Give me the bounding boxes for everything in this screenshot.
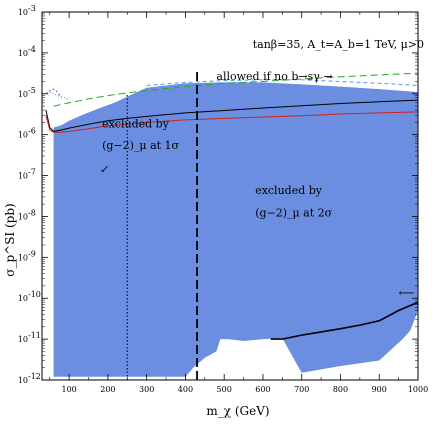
excluded-region-0: [53, 82, 418, 377]
x-tick-label-8: 900: [372, 385, 387, 394]
x-axis-title: m_χ (GeV): [206, 404, 269, 418]
y-tick-label-exp-0: -12: [28, 372, 41, 381]
annotation-1: excluded by: [102, 118, 170, 131]
regions-layer: [53, 82, 418, 377]
y-tick-label-1: 10: [18, 335, 28, 344]
y-tick-label-exp-1: -11: [28, 331, 41, 340]
y-tick-label-exp-3: -9: [28, 249, 36, 258]
curve-4: [45, 88, 62, 98]
x-tick-label-5: 600: [255, 385, 270, 394]
x-tick-label-3: 400: [178, 385, 193, 394]
chart-title: tanβ=35, A_t=A_b=1 TeV, μ>0: [253, 38, 424, 51]
y-tick-label-7: 10: [18, 90, 28, 99]
curve-3: [146, 79, 418, 86]
x-tick-label-6: 700: [294, 385, 309, 394]
x-tick-label-2: 300: [139, 385, 154, 394]
annotation-6: ⟵: [399, 287, 415, 300]
annotation-3: ↙: [100, 162, 109, 175]
y-tick-label-exp-4: -8: [28, 208, 36, 217]
curves-layer: [45, 72, 418, 340]
curve-5: [49, 91, 70, 101]
ticks-layer: [42, 11, 419, 381]
vertical-lines-layer: [126, 69, 198, 380]
y-tick-label-6: 10: [18, 131, 28, 140]
y-tick-label-exp-6: -6: [28, 127, 36, 136]
x-tick-label-7: 800: [333, 385, 348, 394]
x-tick-label-4: 500: [217, 385, 232, 394]
y-tick-label-3: 10: [18, 253, 28, 262]
y-tick-label-0: 10: [18, 376, 28, 385]
curve-1: [45, 111, 418, 133]
annotation-2: (g−2)_μ at 1σ: [102, 139, 179, 152]
curve-6: [270, 301, 418, 340]
y-tick-label-2: 10: [18, 294, 28, 303]
y-tick-label-exp-2: -10: [28, 290, 41, 299]
y-tick-label-exp-9: -3: [28, 4, 36, 13]
annotations-layer: allowed if no b→sγ → excluded by (g−2)_μ a…: [100, 70, 415, 300]
y-tick-label-5: 10: [18, 172, 28, 181]
y-tick-label-exp-8: -4: [28, 45, 36, 54]
y-tick-label-9: 10: [18, 8, 28, 17]
annotation-0: allowed if no b→sγ →: [216, 70, 332, 83]
plot-frame: [41, 11, 419, 381]
annotation-5: (g−2)_μ at 2σ: [255, 206, 332, 219]
x-tick-label-0: 100: [61, 385, 76, 394]
curve-0: [45, 99, 418, 132]
x-tick-label-1: 200: [100, 385, 115, 394]
y-tick-label-8: 10: [18, 49, 28, 58]
annotation-4: excluded by: [255, 184, 323, 197]
y-tick-label-exp-5: -7: [28, 168, 36, 177]
y-tick-label-exp-7: -5: [28, 86, 36, 95]
x-tick-label-9: 1000: [408, 385, 428, 394]
curve-2: [53, 72, 418, 107]
y-tick-label-4: 10: [18, 212, 28, 221]
y-axis-title: σ_p^SI (pb): [3, 203, 17, 276]
